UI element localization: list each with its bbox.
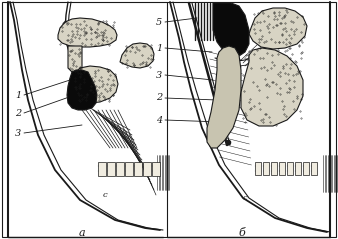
- Bar: [152, 162, 160, 176]
- Bar: [303, 162, 309, 175]
- Bar: [98, 162, 106, 176]
- Bar: [271, 162, 277, 175]
- Text: 3: 3: [15, 129, 21, 137]
- Bar: [263, 162, 269, 175]
- Text: 2: 2: [156, 93, 162, 103]
- Text: c: c: [243, 194, 247, 202]
- Text: 5: 5: [156, 17, 162, 27]
- Text: 1: 1: [156, 43, 162, 53]
- Polygon shape: [68, 46, 82, 72]
- Bar: [295, 162, 301, 175]
- Polygon shape: [249, 8, 307, 49]
- Bar: [116, 162, 124, 176]
- Text: 4: 4: [156, 115, 162, 125]
- Polygon shape: [67, 70, 97, 110]
- Polygon shape: [58, 18, 117, 47]
- Bar: [107, 162, 115, 176]
- Bar: [255, 162, 261, 175]
- Text: a: a: [79, 228, 85, 238]
- Bar: [287, 162, 293, 175]
- Polygon shape: [120, 43, 154, 68]
- Bar: [311, 162, 317, 175]
- Polygon shape: [207, 46, 241, 148]
- Bar: [143, 162, 151, 176]
- Text: б: б: [239, 228, 245, 238]
- Bar: [279, 162, 285, 175]
- Text: 3: 3: [156, 71, 162, 80]
- Bar: [134, 162, 142, 176]
- Polygon shape: [72, 66, 118, 103]
- Polygon shape: [241, 48, 303, 126]
- Text: c: c: [103, 191, 107, 199]
- Polygon shape: [213, 3, 249, 56]
- Text: 2: 2: [15, 109, 21, 118]
- Text: 1: 1: [15, 91, 21, 99]
- Bar: [125, 162, 133, 176]
